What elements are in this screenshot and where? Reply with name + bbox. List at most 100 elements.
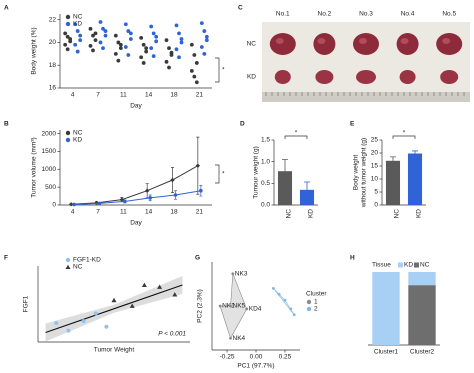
column-label: No.4: [401, 11, 415, 18]
y-tick-label: 500: [45, 184, 56, 191]
annotation: *: [403, 130, 406, 137]
point-label: NK3: [235, 270, 248, 277]
legend-title: Cluster: [306, 291, 327, 298]
legend-label: NC: [73, 130, 83, 137]
data-point: [164, 59, 169, 64]
tumor: [275, 38, 284, 44]
point-label: KD4: [249, 306, 262, 313]
x-tick-label: 21: [196, 209, 204, 216]
data-point: [118, 42, 123, 47]
data-point: [167, 65, 171, 70]
data-point: [277, 292, 281, 296]
y-tick-label: 1500: [42, 148, 57, 155]
y-tick-label: 25: [371, 137, 379, 144]
data-point: [54, 321, 59, 325]
panel-label: C: [238, 5, 243, 12]
data-point: [116, 58, 121, 63]
tumor: [359, 38, 367, 44]
data-point: [141, 42, 146, 47]
legend-marker: [306, 306, 312, 312]
significance-bracket: [284, 135, 308, 139]
data-point: [271, 287, 275, 290]
legend-marker: [65, 257, 71, 263]
data-point: [94, 200, 99, 206]
data-point: [123, 45, 128, 49]
data-point: [98, 40, 103, 45]
panel-label: D: [240, 121, 245, 128]
data-point: [63, 42, 68, 47]
data-point: [189, 69, 194, 73]
x-tick-label: NC: [286, 209, 293, 219]
tumor: [315, 70, 334, 84]
y-tick-label: 1000: [42, 166, 57, 173]
legend-marker: [306, 299, 312, 305]
tumor: [274, 70, 291, 84]
series-line: [74, 190, 201, 205]
data-point: [88, 26, 93, 31]
data-point: [154, 39, 159, 44]
panel-label: H: [350, 255, 355, 262]
data-point: [73, 22, 78, 27]
data-point: [154, 34, 159, 39]
x-tick-label: 14: [145, 92, 153, 99]
legend-marker: [414, 262, 419, 268]
error-bar: [304, 181, 310, 198]
y-tick-label: 1.0: [261, 158, 270, 165]
data-point: [72, 202, 76, 207]
legend-label: FGF1-KD: [73, 257, 101, 264]
data-point: [139, 55, 144, 60]
data-point: [144, 46, 149, 51]
data-point: [119, 197, 125, 202]
y-tick-label: 20: [371, 150, 379, 157]
y-tick-label: 1.5: [261, 137, 270, 144]
data-point: [149, 46, 154, 51]
cluster-hull: [273, 288, 295, 315]
data-point: [189, 42, 194, 47]
panel-label: F: [4, 255, 8, 262]
data-point: [66, 328, 71, 333]
data-point: [218, 304, 222, 308]
tumor: [440, 70, 459, 84]
bar-segment: [408, 272, 436, 286]
data-point: [199, 45, 204, 49]
legend-marker: [398, 262, 403, 268]
data-point: [164, 38, 169, 43]
data-point: [151, 31, 156, 36]
y-axis-label: Body weight: [353, 155, 360, 191]
y-tick-label: 0.0: [261, 202, 270, 209]
data-point: [128, 31, 133, 36]
legend-marker: [65, 21, 71, 27]
data-point: [179, 40, 184, 45]
column-label: No.3: [359, 11, 373, 18]
y-axis-label: PC2 (2.3%): [197, 289, 204, 323]
data-point: [194, 80, 199, 85]
data-point: [128, 37, 133, 41]
data-point: [167, 46, 171, 51]
data-point: [148, 196, 152, 200]
data-point: [169, 50, 174, 55]
data-point: [118, 46, 123, 51]
data-point: [101, 46, 105, 51]
tumor: [400, 38, 409, 44]
y-tick-label: 16: [49, 85, 57, 92]
tumor: [436, 33, 463, 55]
data-point: [101, 26, 105, 31]
bar: [407, 153, 423, 205]
y-tick-label: 0: [374, 202, 378, 209]
trend-line: [45, 284, 183, 334]
column-label: No.5: [442, 11, 456, 18]
data-point: [177, 31, 181, 36]
legend-label: NC: [420, 262, 430, 269]
data-point: [123, 199, 127, 204]
data-point: [229, 336, 232, 340]
data-point: [144, 188, 150, 193]
panel-label: G: [195, 255, 200, 262]
legend-label: KD: [73, 21, 82, 28]
y-axis-label: Tumor volume (mm³): [31, 137, 38, 197]
x-tick-label: 14: [145, 209, 153, 216]
column-label: No.2: [318, 11, 332, 18]
x-axis-label: Day: [130, 220, 142, 227]
data-point: [170, 177, 175, 183]
tumor: [353, 33, 379, 55]
